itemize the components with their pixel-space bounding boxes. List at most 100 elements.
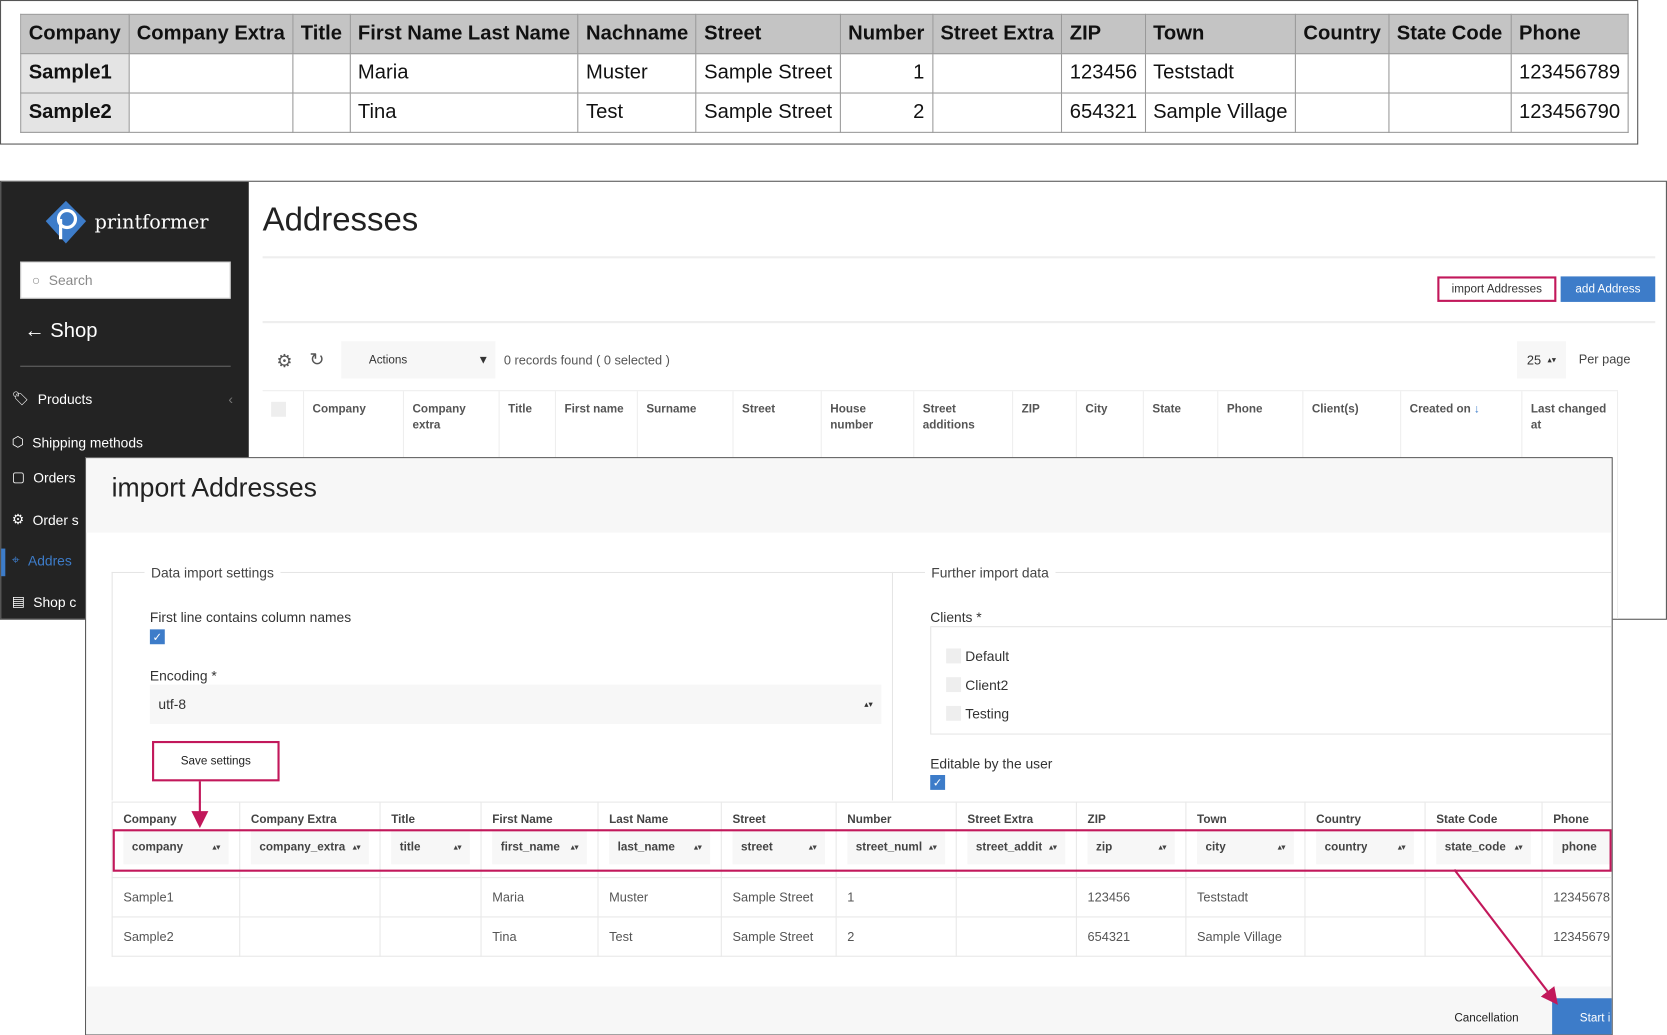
sidebar-item-label: Addres bbox=[27, 552, 72, 569]
field-mapping-select[interactable]: street_numl ▴▾ bbox=[847, 830, 946, 865]
column-header: Country bbox=[1304, 801, 1426, 827]
table-cell: Muster bbox=[597, 876, 722, 917]
mapping-cell: company ▴▾ bbox=[111, 826, 241, 878]
printformer-logo-icon bbox=[45, 200, 87, 244]
column-header: Title bbox=[379, 801, 482, 827]
sidebar-item-products[interactable]: 🏷︎ Products ‹ bbox=[12, 390, 233, 407]
cancel-button[interactable]: Cancellation bbox=[1454, 1012, 1519, 1025]
column-label: Title bbox=[508, 402, 532, 416]
divider bbox=[262, 321, 1656, 324]
logo[interactable]: printformer bbox=[45, 200, 209, 244]
client-option[interactable]: Default bbox=[946, 642, 1605, 671]
sidebar-item-label: Shipping methods bbox=[32, 434, 143, 451]
table-row: Sample2 Tina Test Sample Street 2 654321 Sampl… bbox=[111, 915, 1612, 957]
mapping-value: company bbox=[131, 840, 184, 854]
field-mapping-select[interactable]: street ▴▾ bbox=[732, 830, 825, 865]
table-cell: Sample Street bbox=[695, 53, 841, 94]
client-option[interactable]: Testing bbox=[946, 700, 1605, 729]
search-input[interactable]: ○ Search bbox=[20, 261, 231, 299]
table-cell bbox=[128, 53, 294, 94]
sort-arrows-icon: ▴▾ bbox=[929, 843, 937, 852]
save-settings-button[interactable]: Save settings bbox=[152, 740, 280, 782]
clients-label: Clients * bbox=[930, 609, 982, 626]
column-label: Client(s) bbox=[1311, 402, 1359, 416]
table-cell: Tina bbox=[349, 92, 579, 133]
actions-dropdown[interactable]: Actions ▼ bbox=[341, 341, 496, 379]
sort-arrows-icon: ▴▾ bbox=[1397, 843, 1406, 852]
refresh-icon[interactable]: ↻ bbox=[309, 349, 325, 370]
field-mapping-select[interactable]: zip ▴▾ bbox=[1087, 830, 1175, 865]
field-mapping-select[interactable]: first_name ▴▾ bbox=[492, 830, 587, 865]
column-header: ZIP bbox=[1075, 801, 1187, 827]
table-cell: Teststadt bbox=[1185, 876, 1306, 917]
checkbox[interactable] bbox=[946, 648, 962, 664]
back-to-shop-link[interactable]: ← Shop bbox=[24, 320, 97, 343]
table-cell bbox=[931, 92, 1063, 133]
table-cell: Tina bbox=[480, 915, 599, 957]
sort-arrows-icon: ▴▾ bbox=[694, 843, 702, 852]
spreadsheet-preview: Company Company Extra Title First Name Last… bbox=[0, 0, 1639, 145]
clients-list: Default Client2 Testing bbox=[930, 626, 1612, 735]
mapping-cell: country ▴▾ bbox=[1304, 826, 1426, 878]
table-cell bbox=[292, 53, 351, 94]
field-mapping-select[interactable]: title ▴▾ bbox=[391, 830, 470, 865]
sort-arrows-icon: ▴▾ bbox=[352, 843, 361, 852]
field-mapping-select[interactable]: phone bbox=[1553, 830, 1610, 865]
column-header: Street Extra bbox=[955, 801, 1077, 827]
table-cell: Sample2 bbox=[20, 92, 130, 133]
mapping-value: company_extra bbox=[259, 840, 346, 854]
checkbox[interactable] bbox=[946, 677, 962, 693]
encoding-select[interactable]: utf-8 ▴▾ bbox=[149, 684, 882, 724]
divider bbox=[20, 365, 231, 367]
client-option[interactable]: Client2 bbox=[946, 671, 1605, 700]
table-cell: Sample1 bbox=[20, 53, 130, 94]
mapping-cell: state_code ▴▾ bbox=[1424, 826, 1543, 878]
add-address-button[interactable]: add Address bbox=[1560, 276, 1656, 302]
field-mapping-select[interactable]: country ▴▾ bbox=[1316, 830, 1414, 865]
sidebar-item-shop-content[interactable]: ▤ Shop c bbox=[12, 593, 77, 610]
field-mapping-select[interactable]: state_code ▴▾ bbox=[1436, 830, 1531, 865]
table-cell: Test bbox=[597, 915, 722, 957]
per-page-select[interactable]: 25 ▴▾ bbox=[1517, 341, 1566, 379]
field-mapping-select[interactable]: company ▴▾ bbox=[123, 830, 229, 865]
sort-arrows-icon: ▴▾ bbox=[864, 699, 873, 710]
table-cell bbox=[955, 915, 1077, 957]
sort-arrows-icon: ▴▾ bbox=[212, 843, 221, 852]
table-cell bbox=[379, 915, 482, 957]
sidebar-item-orders[interactable]: ▢ Orders bbox=[12, 469, 76, 486]
settings-gear-icon[interactable]: ⚙ bbox=[276, 350, 293, 372]
column-label: Phone bbox=[1226, 402, 1263, 416]
sort-arrows-icon: ▴▾ bbox=[808, 843, 817, 852]
sidebar-item-addresses[interactable]: ⌖ Addres bbox=[12, 552, 72, 569]
field-mapping-select[interactable]: street_addit ▴▾ bbox=[967, 830, 1066, 865]
column-label: Street bbox=[742, 402, 776, 416]
further-legend: Further import data bbox=[931, 564, 1049, 581]
page-title: Addresses bbox=[262, 200, 419, 239]
sidebar-item-shipping[interactable]: ⬡ Shipping methods bbox=[12, 434, 143, 451]
modal-title: import Addresses bbox=[111, 473, 317, 503]
checkbox[interactable] bbox=[946, 705, 962, 721]
table-cell: Test bbox=[577, 92, 697, 133]
search-icon: ○ bbox=[31, 272, 41, 289]
column-label: ZIP bbox=[1021, 402, 1040, 416]
column-label: City bbox=[1085, 402, 1108, 416]
column-header: ZIP bbox=[1061, 13, 1146, 55]
chevron-left-icon: ‹ bbox=[228, 390, 234, 407]
table-cell: Sample2 bbox=[111, 915, 241, 957]
mapping-value: country bbox=[1324, 840, 1368, 854]
import-addresses-button[interactable]: import Addresses bbox=[1437, 276, 1557, 302]
column-label: Company extra bbox=[412, 402, 466, 432]
sidebar-item-label: Shop c bbox=[33, 593, 77, 610]
first-line-checkbox[interactable]: ✓ bbox=[149, 629, 165, 645]
active-indicator bbox=[1, 548, 6, 577]
field-mapping-select[interactable]: last_name ▴▾ bbox=[609, 830, 711, 865]
divider bbox=[262, 256, 1656, 259]
column-label: Street additions bbox=[922, 402, 975, 432]
sort-desc-icon[interactable]: ↓ bbox=[1470, 402, 1480, 416]
sidebar-item-order-status[interactable]: ⚙ Order s bbox=[12, 511, 79, 528]
field-mapping-select[interactable]: city ▴▾ bbox=[1197, 830, 1294, 865]
editable-checkbox[interactable]: ✓ bbox=[930, 774, 946, 790]
field-mapping-select[interactable]: company_extra ▴▾ bbox=[250, 830, 369, 865]
start-import-button[interactable]: Start i bbox=[1552, 998, 1612, 1035]
